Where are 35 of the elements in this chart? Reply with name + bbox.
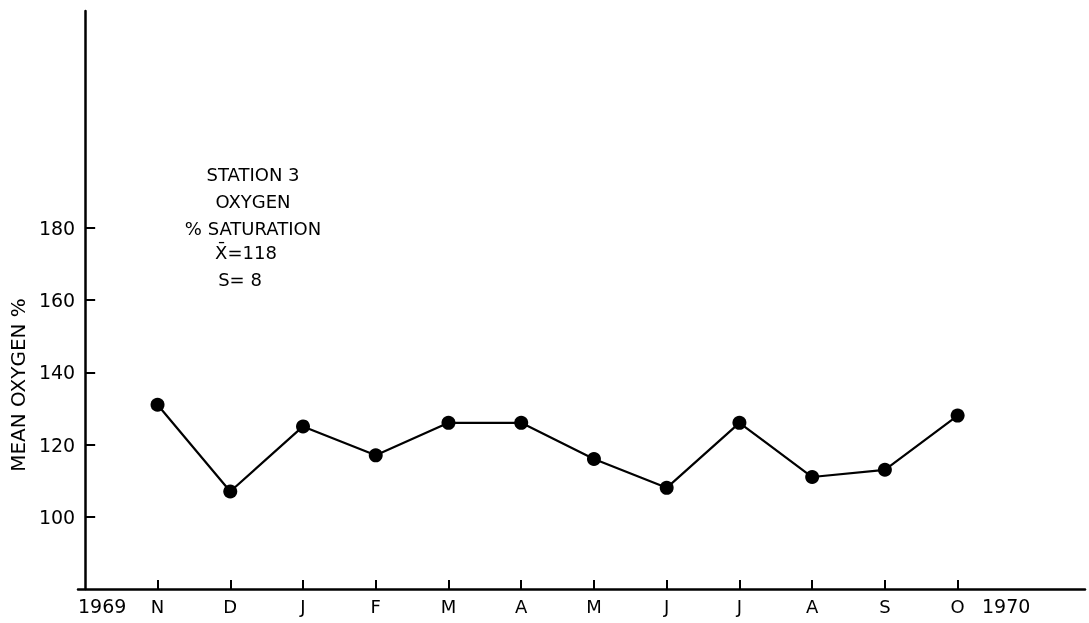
point	[950, 408, 965, 423]
x-tick-label: O	[950, 595, 965, 617]
y-tick-label: 160	[38, 289, 76, 311]
point	[223, 484, 238, 499]
x-tick-label: J	[735, 595, 743, 617]
x-tick-label: A	[515, 595, 529, 617]
y-tick-label: 120	[38, 433, 76, 456]
point	[441, 415, 456, 430]
point	[586, 451, 601, 466]
y-tick-label: 140	[38, 361, 76, 384]
point	[296, 419, 311, 434]
point	[368, 448, 383, 463]
x-tick-label: N	[150, 595, 165, 617]
x-tick-label: M	[586, 595, 602, 617]
y-tick-label: 180	[38, 216, 76, 239]
y-tick-label: 100	[38, 505, 76, 528]
annotation: X̄=118	[215, 241, 277, 263]
x-tick-label: J	[299, 595, 306, 617]
point	[514, 415, 529, 430]
text: 1969	[78, 594, 127, 617]
x-tick-label: M	[440, 595, 457, 617]
text: STATION 3 OXYGEN % SATURATION	[184, 164, 322, 239]
point	[732, 415, 747, 430]
point	[659, 480, 674, 495]
x-tick-label: D	[223, 595, 238, 617]
point	[877, 462, 892, 477]
text: 1970	[982, 594, 1031, 617]
x-tick-label: A	[806, 595, 819, 617]
annotation: S= 8	[218, 268, 262, 290]
x-tick-label: J	[663, 595, 670, 617]
x-tick-label: F	[370, 595, 381, 617]
x-tick-label: S	[879, 595, 891, 617]
point	[805, 470, 820, 485]
y-axis-title: MEAN OXYGEN %	[6, 298, 30, 472]
point	[150, 397, 165, 412]
